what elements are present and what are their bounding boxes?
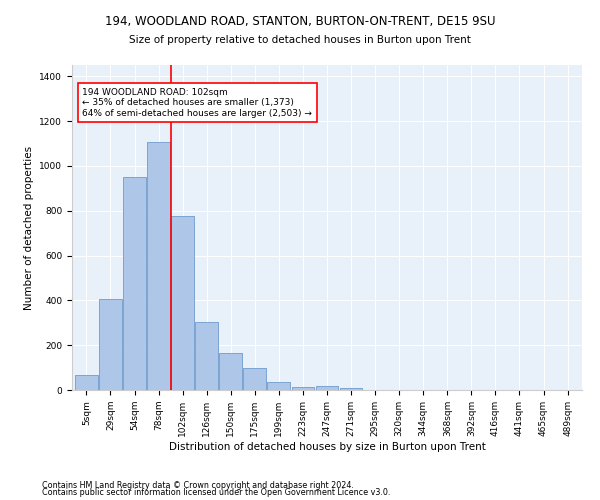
Bar <box>123 177 146 390</box>
Text: Contains HM Land Registry data © Crown copyright and database right 2024.: Contains HM Land Registry data © Crown c… <box>42 480 354 490</box>
Text: Contains public sector information licensed under the Open Government Licence v3: Contains public sector information licen… <box>42 488 391 497</box>
X-axis label: Distribution of detached houses by size in Burton upon Trent: Distribution of detached houses by size … <box>169 442 485 452</box>
Bar <box>99 299 122 390</box>
Bar <box>292 386 314 390</box>
Bar <box>220 353 242 390</box>
Bar <box>147 142 170 390</box>
Bar <box>171 216 194 390</box>
Y-axis label: Number of detached properties: Number of detached properties <box>24 146 34 310</box>
Bar <box>244 368 266 390</box>
Text: Size of property relative to detached houses in Burton upon Trent: Size of property relative to detached ho… <box>129 35 471 45</box>
Bar <box>268 382 290 390</box>
Bar <box>195 322 218 390</box>
Text: 194, WOODLAND ROAD, STANTON, BURTON-ON-TRENT, DE15 9SU: 194, WOODLAND ROAD, STANTON, BURTON-ON-T… <box>105 15 495 28</box>
Bar <box>340 388 362 390</box>
Bar <box>316 386 338 390</box>
Bar <box>75 376 98 390</box>
Text: 194 WOODLAND ROAD: 102sqm
← 35% of detached houses are smaller (1,373)
64% of se: 194 WOODLAND ROAD: 102sqm ← 35% of detac… <box>82 88 312 118</box>
